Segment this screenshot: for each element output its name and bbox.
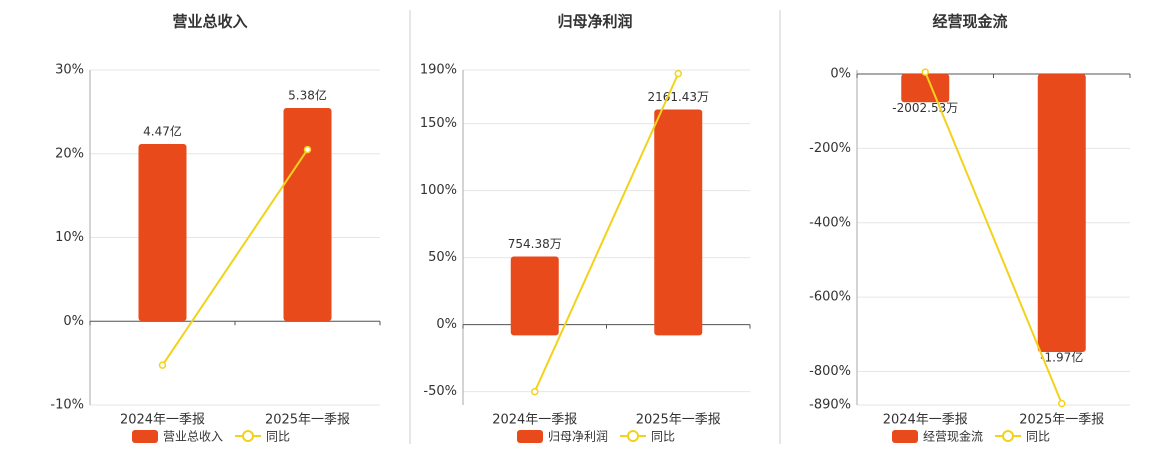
- legend-swatch: [1002, 430, 1015, 442]
- y-tick-label: 150%: [420, 116, 457, 131]
- x-tick-label: 2024年一季报: [120, 413, 205, 428]
- point: [531, 387, 539, 396]
- point: [1058, 399, 1066, 408]
- data-label: 2161.43万: [647, 90, 709, 104]
- y-tick-label: -600%: [809, 290, 851, 305]
- y-tick-label: -400%: [809, 215, 851, 230]
- legend-label: 同比: [1026, 430, 1050, 444]
- legend-label: 归母净利润: [548, 430, 608, 444]
- bar: [510, 256, 559, 336]
- chart-title: 经营现金流: [932, 13, 1007, 31]
- data-label: -1.97亿: [1040, 349, 1083, 364]
- legend-label: 经营现金流: [923, 429, 983, 444]
- data-label: 4.47亿: [143, 124, 182, 139]
- point: [921, 68, 929, 76]
- y-tick-label: 0%: [830, 67, 851, 82]
- y-tick-label: 10%: [55, 230, 84, 245]
- y-tick-label: -200%: [809, 141, 851, 156]
- point: [674, 69, 682, 78]
- legend-swatch: [242, 430, 255, 442]
- data-label: 5.38亿: [288, 88, 327, 103]
- legend-label: 同比: [651, 430, 675, 444]
- point: [303, 145, 312, 154]
- bar: [1037, 74, 1086, 352]
- y-tick-label: 20%: [55, 146, 84, 161]
- chart-title: 归母净利润: [557, 13, 632, 31]
- y-tick-label: 30%: [55, 63, 84, 78]
- y-tick-label: -800%: [809, 364, 851, 379]
- x-tick-label: 2024年一季报: [492, 413, 577, 428]
- y-tick-label: 0%: [63, 314, 84, 329]
- x-tick-label: 2025年一季报: [1019, 413, 1104, 428]
- bar: [138, 144, 187, 322]
- x-tick-label: 2025年一季报: [636, 413, 721, 428]
- y-tick-label: -890%: [809, 398, 851, 413]
- legend-swatch: [132, 430, 158, 443]
- chart-title: 营业总收入: [172, 13, 247, 31]
- legend-swatch: [627, 430, 640, 442]
- bar: [901, 74, 950, 103]
- y-tick-label: -50%: [423, 384, 457, 399]
- bar: [283, 108, 332, 322]
- line: [161, 149, 309, 366]
- legend-label: 同比: [266, 430, 290, 444]
- y-tick-label: 0%: [436, 317, 457, 332]
- legend-swatch: [517, 430, 543, 443]
- line: [924, 71, 1063, 404]
- x-tick-label: 2025年一季报: [265, 413, 350, 428]
- bar: [654, 109, 703, 336]
- x-tick-label: 2024年一季报: [883, 413, 968, 428]
- point: [158, 361, 167, 369]
- legend-label: 营业总收入: [163, 430, 223, 444]
- data-label: -2002.53万: [892, 101, 958, 115]
- data-label: 754.38万: [508, 237, 562, 251]
- y-tick-label: 100%: [420, 183, 457, 198]
- y-tick-label: 190%: [420, 63, 457, 78]
- y-tick-label: 50%: [428, 250, 457, 265]
- legend-swatch: [892, 430, 918, 443]
- y-tick-label: -10%: [50, 398, 84, 413]
- line: [533, 73, 680, 393]
